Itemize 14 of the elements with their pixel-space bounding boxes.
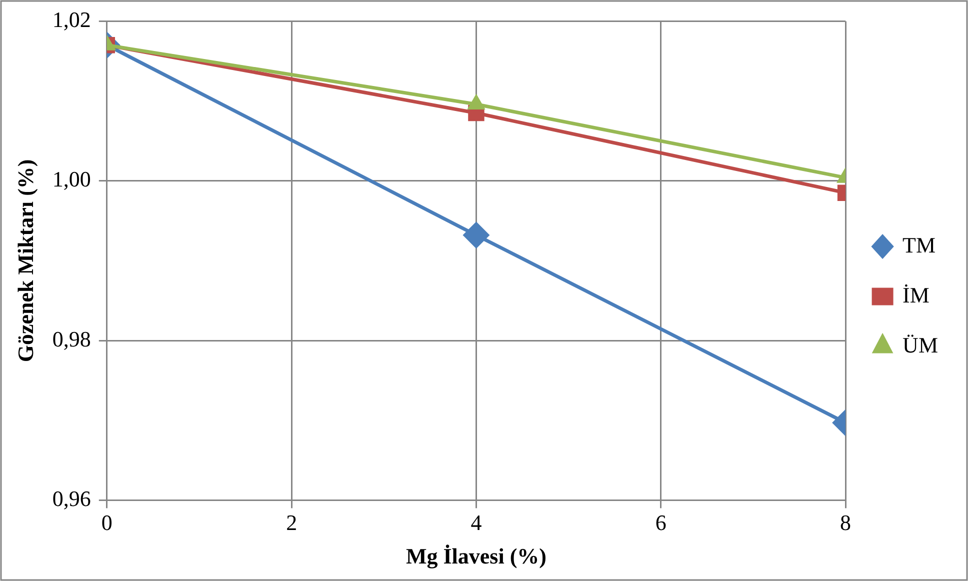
x-tick-label: 6 [655, 510, 666, 536]
y-tick-label: 0,96 [52, 486, 91, 511]
x-tick-label: 4 [470, 510, 482, 536]
y-tick-label: 1,00 [52, 166, 91, 192]
y-axis-title: Gözenek Miktarı (%) [12, 159, 38, 362]
x-tick-label: 2 [286, 510, 298, 536]
x-axis-title: Mg İlavesi (%) [406, 543, 546, 568]
x-tick-label: 8 [840, 510, 852, 536]
x-tick-label: 0 [101, 510, 112, 536]
legend-label: İM [902, 282, 930, 308]
y-tick-label: 1,02 [52, 6, 91, 32]
y-tick-label: 0,98 [52, 326, 91, 352]
legend-label: ÜM [902, 332, 938, 358]
legend-label: TM [902, 232, 936, 258]
